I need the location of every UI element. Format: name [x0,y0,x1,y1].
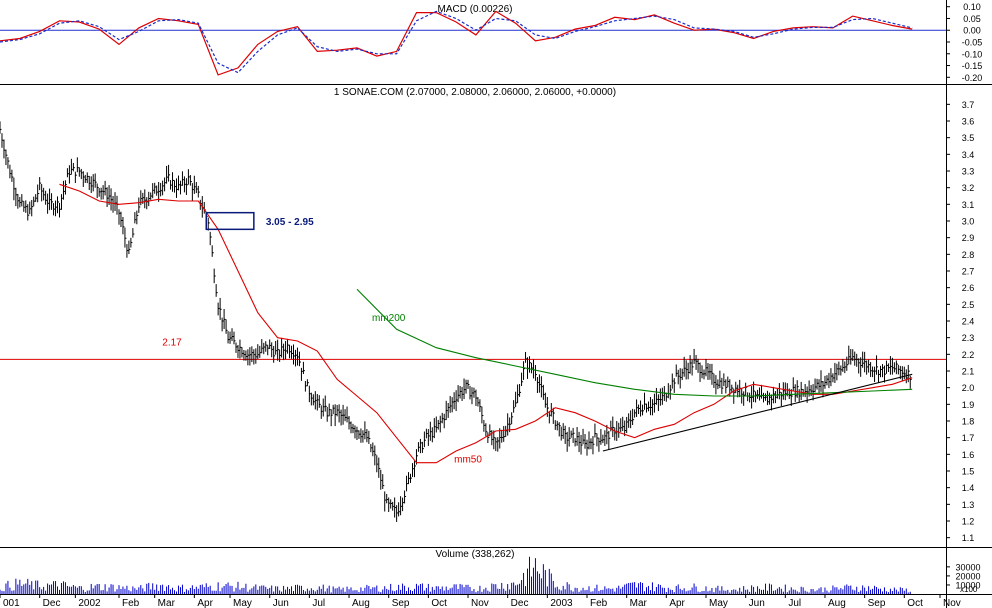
price-tick-label: 3.0 [962,217,975,227]
x-tick-label: Dec [43,598,61,608]
x-tick-label: Oct [907,598,923,608]
price-tick-label: 1.2 [962,517,975,527]
price-tick-label: 3.7 [962,100,975,110]
macd-tick-label: -0.15 [962,61,983,71]
price-tick-label: 3.4 [962,150,975,160]
price-title: 1 SONAE.COM (2.07000, 2.08000, 2.06000, … [334,87,616,98]
price-tick-label: 3.2 [962,183,975,193]
x-tick-label: Mar [158,598,176,608]
x-tick-label: May [709,598,728,608]
price-tick-label: 1.3 [962,500,975,510]
volume-tick-label: 10000 [955,580,980,590]
price-tick-label: 2.7 [962,267,975,277]
x-tick-label: Nov [943,598,961,608]
price-bars [0,121,912,522]
x-tick-label: Sep [392,598,410,608]
x-tick-label: Jun [273,598,289,608]
price-tick-label: 2.5 [962,300,975,310]
x-tick-label: Mar [630,598,648,608]
macd-tick-label: -0.20 [962,73,983,83]
target-box [205,211,255,231]
price-tick-label: 2.3 [962,333,975,343]
price-tick-label: 1.5 [962,467,975,477]
price-tick-label: 2.2 [962,350,975,360]
price-tick-label: 2.0 [962,383,975,393]
macd-tick-label: -0.10 [962,49,983,59]
x-tick-label: Aug [828,598,846,608]
price-tick-label: 1.8 [962,417,975,427]
volume-title: Volume (338,262) [436,549,515,560]
price-tick-label: 2.6 [962,283,975,293]
series-trend [602,373,913,452]
label-mm200: mm200 [372,313,406,324]
x-axis: 001 Dec 2002 Feb Mar Apr May Jun Jul Aug Sep Oct Nov… [0,594,961,608]
price-tick-label: 1.9 [962,400,975,410]
label-mm50: mm50 [454,455,482,466]
resistance-label: 2.17 [162,337,182,348]
x-tick-label: 2002 [78,598,101,608]
series-mm50 [59,183,913,464]
macd-signal-line [0,10,913,74]
price-tick-label: 2.1 [962,367,975,377]
x-tick-label: Jul [788,598,801,608]
x-tick-label: Apr [669,598,685,608]
x-tick-label: Feb [122,598,140,608]
target-box-label: 3.05 - 2.95 [266,217,314,228]
volume-unit-label: x100 [960,585,978,594]
macd-title: MACD (0.00226) [437,4,512,15]
x-tick-label: Jul [312,598,325,608]
x-tick-label: Aug [352,598,370,608]
price-tick-label: 2.4 [962,317,975,327]
x-tick-label: Jun [749,598,765,608]
macd-panel: 0.10 0.05 0.00 -0.05-0.10 -0.15 -0.20 [0,2,982,83]
x-tick-label: Dec [511,598,529,608]
x-tick-label: Apr [197,598,213,608]
macd-tick-label: -0.05 [962,38,983,48]
price-tick-label: 2.8 [962,250,975,260]
price-tick-label: 3.1 [962,200,975,210]
x-tick-label: Oct [431,598,447,608]
x-tick-label: Nov [471,598,489,608]
volume-tick-label: 20000 [955,571,980,581]
price-tick-label: 1.7 [962,433,975,443]
price-tick-label: 1.4 [962,483,975,493]
macd-line [0,10,913,76]
macd-tick-label: 0.05 [963,14,981,24]
x-tick-label: May [233,598,252,608]
price-panel: 3.7 3.6 3.5 3.4 3.3 3.2 3.1 3.0 2.9 2.8 2.7 2.6 2.5 2… [0,100,974,543]
x-tick-label: Feb [590,598,608,608]
x-tick-label: Sep [868,598,886,608]
price-tick-label: 2.9 [962,233,975,243]
x-tick-label: 001 [3,598,20,608]
price-tick-label: 3.3 [962,167,975,177]
price-tick-label: 3.6 [962,117,975,127]
volume-tick-label: 30000 [955,562,980,572]
price-tick-label: 1.1 [962,533,975,543]
price-tick-label: 3.5 [962,133,975,143]
x-tick-label: 2003 [550,598,573,608]
macd-tick-label: 0.10 [963,2,981,12]
series-mm200 [356,288,913,397]
macd-tick-label: 0.00 [963,26,981,36]
price-tick-label: 1.6 [962,450,975,460]
